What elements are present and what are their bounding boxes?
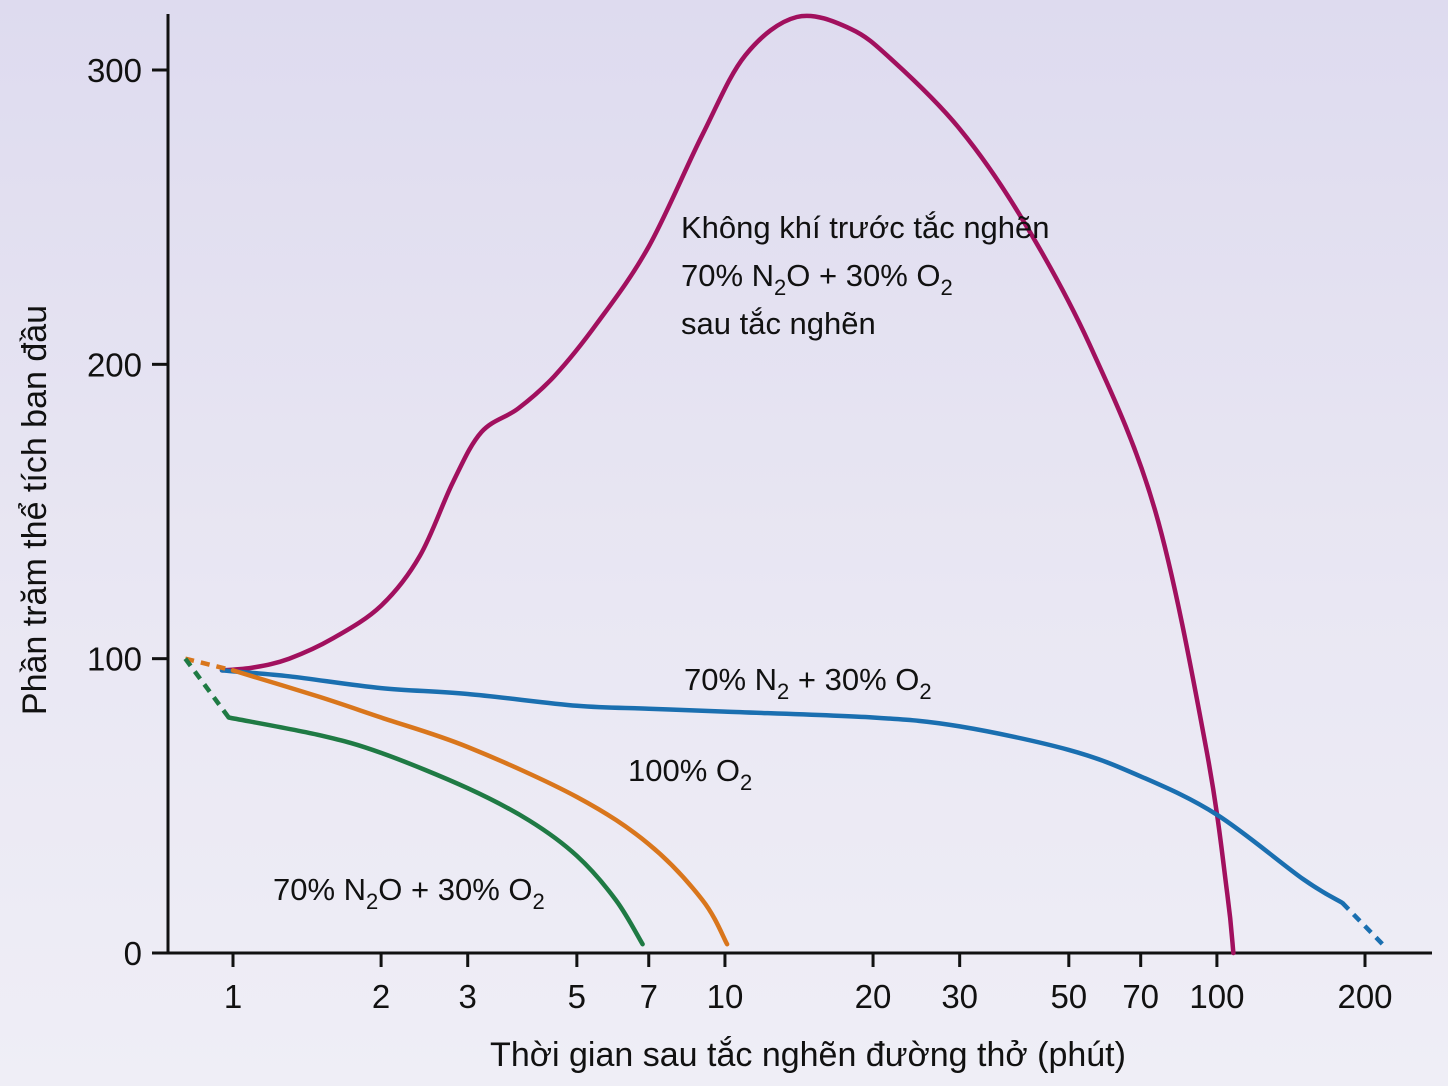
y-tick-label-100: 100 [87,641,142,678]
x-tick-label-3: 3 [459,978,477,1015]
series-label-air_n2o-line-3: sau tắc nghẽn [681,306,876,341]
x-tick-label-70: 70 [1122,978,1159,1015]
x-tick-label-30: 30 [941,978,978,1015]
series-label-n2_o2-line-1: 70% N2 + 30% O2 [684,662,932,704]
y-tick-label-300: 300 [87,52,142,89]
series-label-o2-line-1: 100% O2 [628,753,752,795]
x-tick-label-2: 2 [372,978,390,1015]
x-tick-label-1: 1 [224,978,242,1015]
series-label-air_n2o-line-2: 70% N2O + 30% O2 [681,258,953,300]
series-line-dashed-n2o_o2 [183,657,231,719]
series-line-air_n2o [219,13,1236,956]
y-tick-label-200: 200 [87,346,142,383]
x-tick-label-10: 10 [707,978,744,1015]
x-tick-label-5: 5 [568,978,586,1015]
series-line-n2o_o2 [226,715,645,947]
series-line-dashed-n2_o2 [1340,901,1388,949]
x-tick-label-50: 50 [1050,978,1087,1015]
x-tick-label-7: 7 [640,978,658,1015]
x-tick-label-200: 200 [1337,978,1392,1015]
x-tick-label-100: 100 [1189,978,1244,1015]
series-label-n2o_o2-line-1: 70% N2O + 30% O2 [273,872,545,914]
y-axis-title: Phần trăm thể tích ban đầu [16,305,54,715]
x-tick-label-20: 20 [855,978,892,1015]
y-tick-label-0: 0 [124,935,142,972]
series-line-o2 [230,668,730,947]
series-line-n2_o2 [219,668,1345,906]
x-axis-title: Thời gian sau tắc nghẽn đường thở (phút) [490,1036,1126,1074]
series-label-air_n2o-line-1: Không khí trước tắc nghẽn [681,210,1050,245]
